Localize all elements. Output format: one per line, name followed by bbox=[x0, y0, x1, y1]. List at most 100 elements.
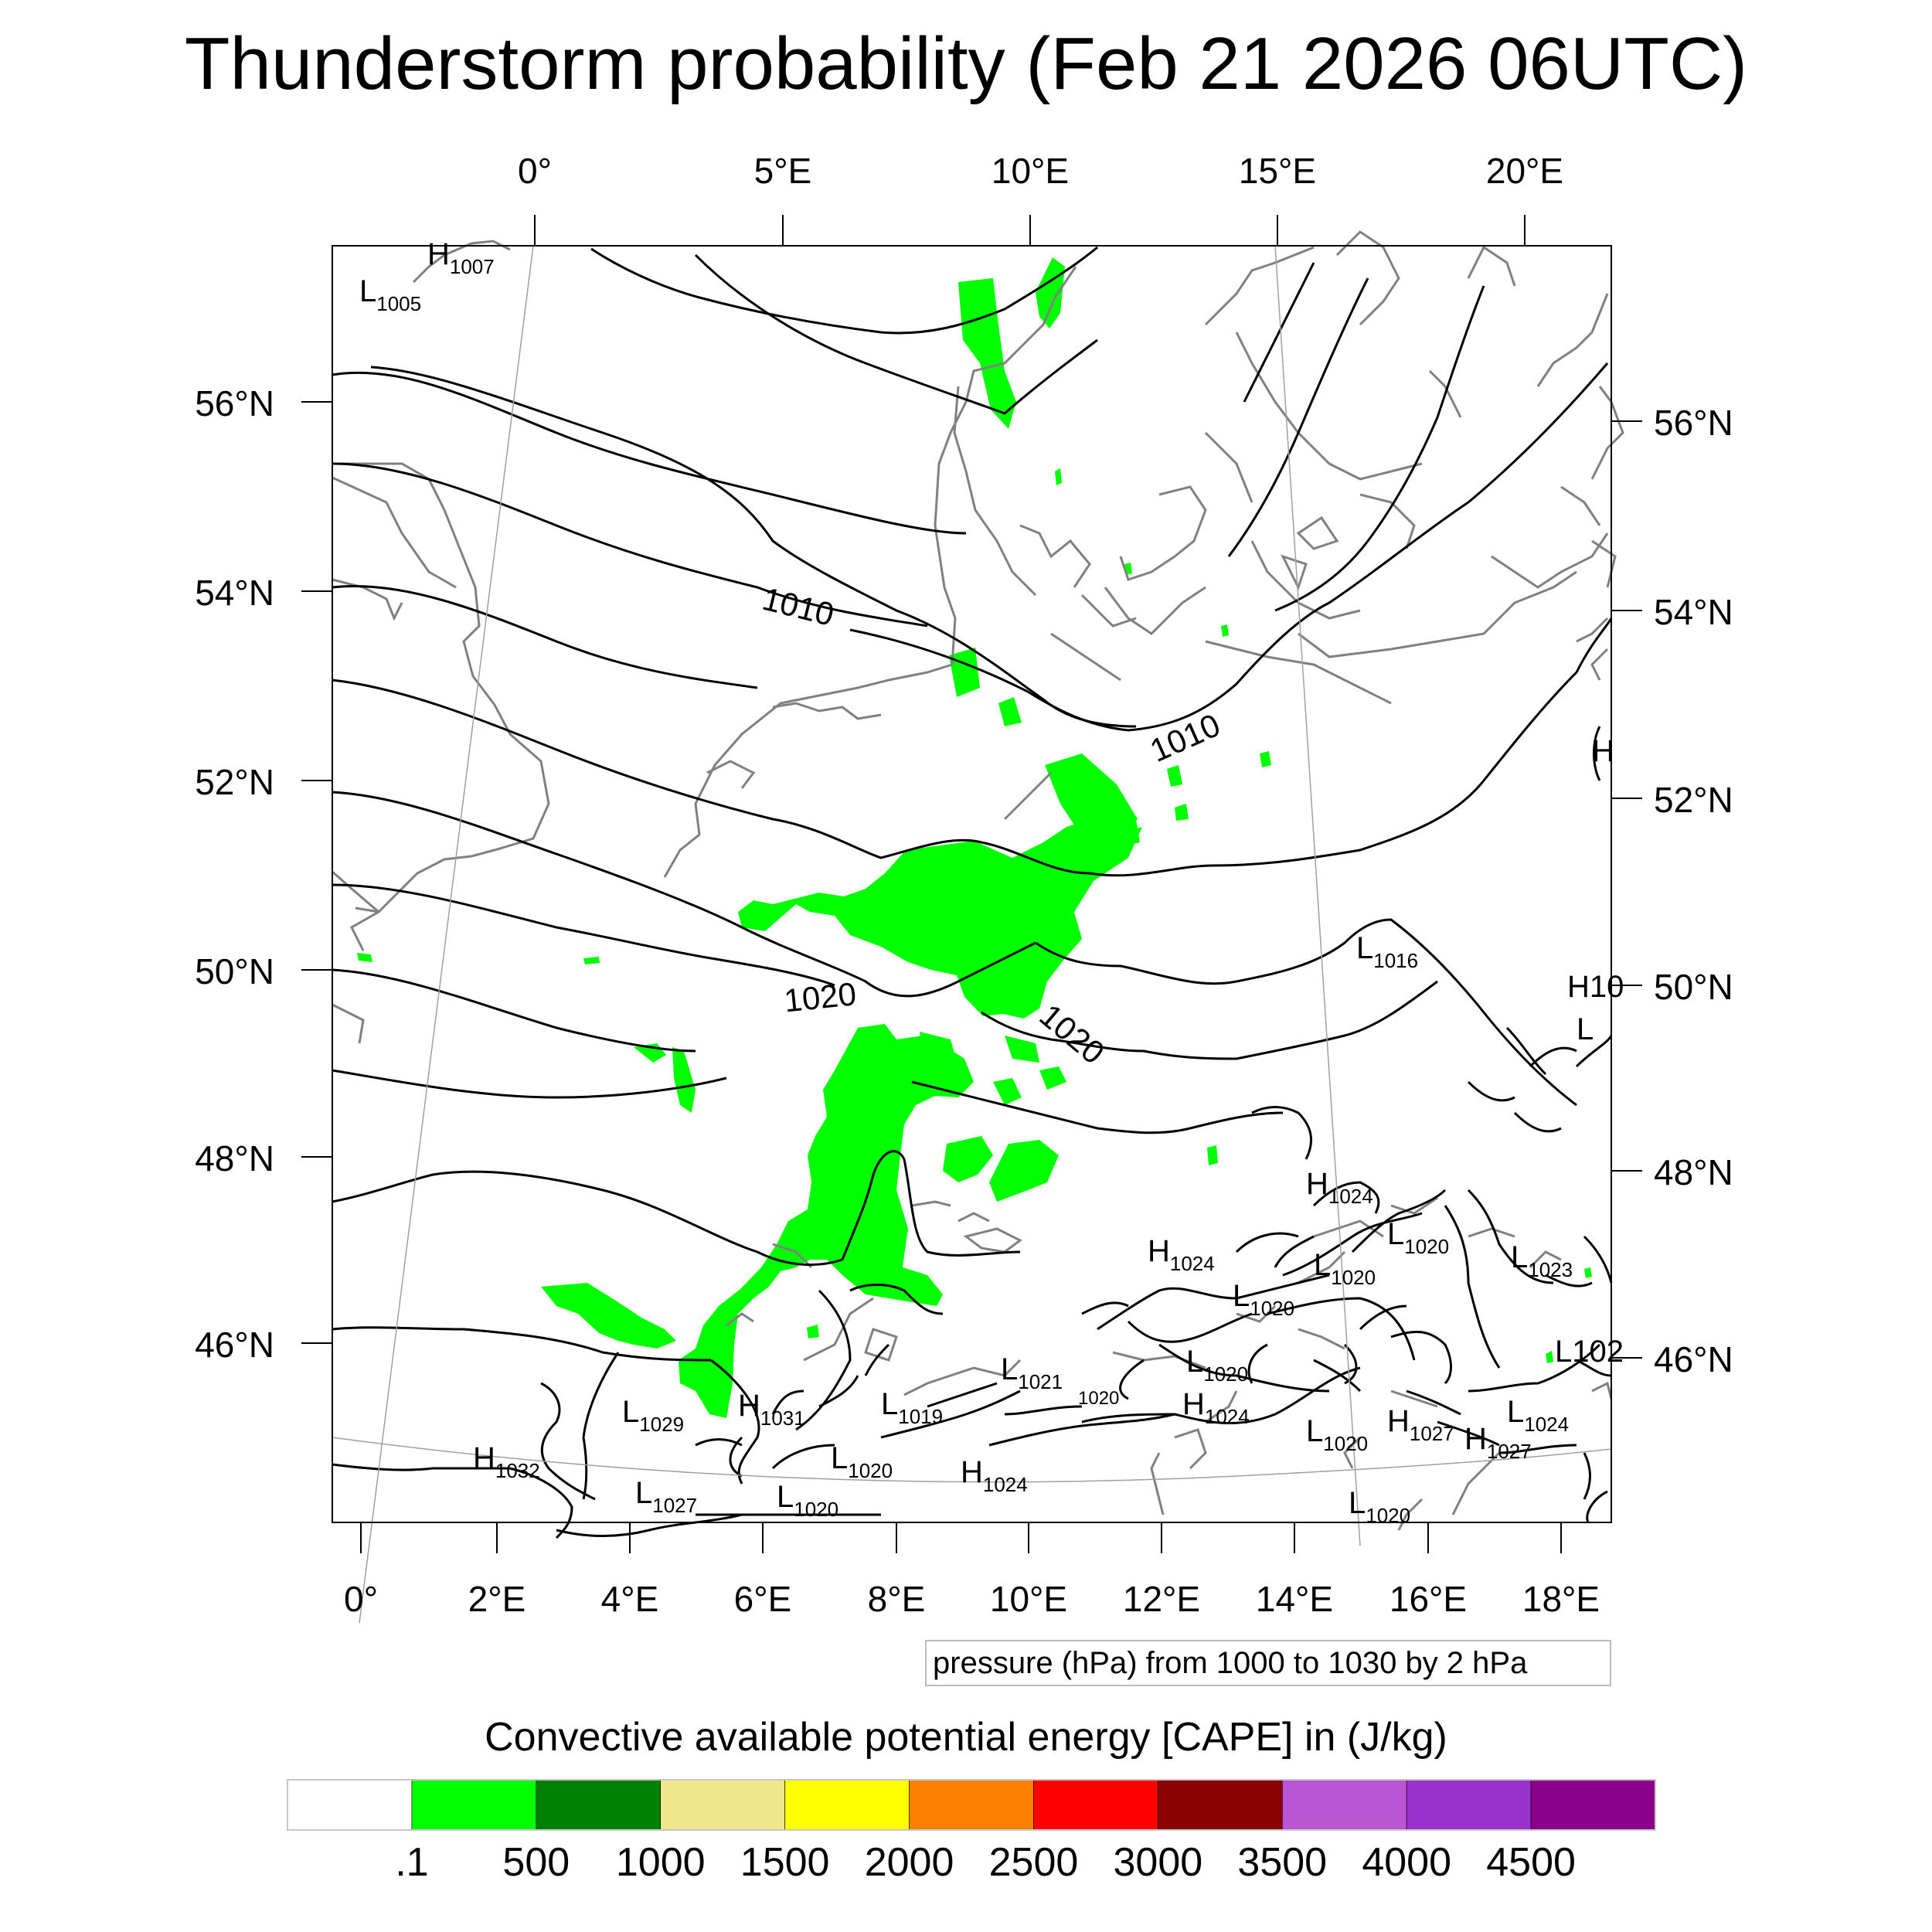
pressure-center: H1024 bbox=[1148, 1234, 1215, 1275]
pressure-center: H1027 bbox=[1387, 1404, 1454, 1445]
pressure-centers: H1007 L1005 L1016 H1024 H1024 L1020 L102… bbox=[359, 237, 1624, 1527]
map-title: Thunderstorm probability (Feb 21 2026 06… bbox=[184, 22, 1748, 105]
pressure-center: L1021 bbox=[1001, 1352, 1063, 1393]
colorbar-swatch bbox=[411, 1779, 537, 1831]
colorbar-label: 3500 bbox=[1237, 1840, 1328, 1885]
colorbar-swatch bbox=[1406, 1779, 1532, 1831]
colorbar-label: 2500 bbox=[988, 1840, 1079, 1885]
colorbar-swatch bbox=[536, 1779, 662, 1831]
pressure-center: L1019 bbox=[881, 1387, 943, 1428]
right-lat-label: 56°N bbox=[1654, 403, 1733, 443]
colorbar-label: 4000 bbox=[1362, 1840, 1452, 1885]
colorbar-swatch bbox=[660, 1779, 785, 1831]
isobar-label: 1020 bbox=[782, 975, 858, 1019]
pressure-center: L1020 bbox=[1233, 1279, 1294, 1320]
top-lon-label: 5°E bbox=[754, 151, 812, 191]
pressure-center: L1020 bbox=[1387, 1217, 1449, 1258]
colorbar-frame bbox=[287, 1779, 1656, 1831]
left-lat-label: 46°N bbox=[195, 1325, 274, 1365]
pressure-center: L1020 bbox=[1314, 1248, 1376, 1289]
top-lon-label: 0° bbox=[518, 151, 552, 191]
isobar-label: 1020 bbox=[1032, 997, 1111, 1071]
cape-field bbox=[357, 257, 1592, 1418]
left-lat-label: 54°N bbox=[195, 573, 274, 613]
bottom-lon-label: 6°E bbox=[734, 1579, 792, 1619]
top-lon-label: 10°E bbox=[992, 151, 1069, 191]
axis-labels-top: 0° 5°E 10°E 15°E 20°E bbox=[518, 151, 1563, 191]
top-lon-label: 15°E bbox=[1239, 151, 1316, 191]
pressure-center: H1027 bbox=[1464, 1422, 1532, 1463]
pressure-center: H1024 bbox=[1182, 1387, 1250, 1428]
left-lat-label: 52°N bbox=[195, 762, 274, 802]
bottom-lon-label: 18°E bbox=[1522, 1579, 1600, 1619]
left-lat-label: 50°N bbox=[195, 951, 274, 992]
colorbar-swatch bbox=[909, 1779, 1034, 1831]
coastlines bbox=[332, 230, 1624, 1531]
bottom-lon-label: 10°E bbox=[990, 1579, 1067, 1619]
colorbar-swatch bbox=[784, 1779, 910, 1831]
pressure-center: H1032 bbox=[473, 1441, 540, 1482]
bottom-lon-label: 8°E bbox=[868, 1579, 926, 1619]
isobars bbox=[332, 246, 1613, 1539]
bottom-lon-label: 2°E bbox=[468, 1579, 526, 1619]
pressure-center-fragment: 1020 bbox=[1078, 1388, 1119, 1409]
colorbar-label: 2000 bbox=[864, 1840, 954, 1885]
bottom-lon-label: 16°E bbox=[1389, 1579, 1467, 1619]
pressure-center-fragment: L102 bbox=[1555, 1335, 1624, 1369]
pressure-center-fragment: H bbox=[1592, 734, 1614, 768]
pressure-center-fragment: H10 bbox=[1567, 970, 1624, 1004]
pressure-center: L1020 bbox=[831, 1441, 893, 1482]
colorbar-label: 500 bbox=[502, 1840, 570, 1885]
colorbar-swatch bbox=[1530, 1779, 1656, 1831]
right-lat-label: 46°N bbox=[1654, 1339, 1733, 1379]
colorbar-swatch bbox=[1033, 1779, 1158, 1831]
pressure-center: H1007 bbox=[427, 237, 495, 278]
axis-labels-right: 56°N 54°N 52°N 50°N 48°N 46°N bbox=[1654, 403, 1733, 1379]
colorbar-labels: .1 500 1000 1500 2000 2500 3000 3500 4000 4500 bbox=[0, 1839, 1932, 1893]
colorbar-swatch bbox=[287, 1779, 413, 1831]
pressure-center: L1029 bbox=[622, 1395, 684, 1436]
pressure-center: H1024 bbox=[1306, 1167, 1373, 1208]
graticule bbox=[332, 245, 1612, 1624]
axis-labels-left: 56°N 54°N 52°N 50°N 48°N 46°N bbox=[195, 383, 274, 1365]
pressure-center: L1020 bbox=[1186, 1345, 1248, 1386]
right-lat-label: 54°N bbox=[1654, 592, 1733, 632]
isobar-label: 1010 bbox=[1145, 706, 1225, 769]
pressure-center-fragment: L bbox=[1577, 1012, 1594, 1046]
pressure-center: L1024 bbox=[1507, 1395, 1569, 1436]
pressure-center: L1005 bbox=[359, 274, 421, 315]
colorbar-swatch bbox=[1281, 1779, 1407, 1831]
bottom-lon-label: 12°E bbox=[1123, 1579, 1200, 1619]
pressure-center: L1023 bbox=[1511, 1240, 1573, 1281]
right-lat-label: 48°N bbox=[1654, 1152, 1733, 1192]
pressure-center: L1020 bbox=[1349, 1486, 1410, 1527]
pressure-center: H1031 bbox=[738, 1389, 805, 1430]
pressure-center: H1024 bbox=[961, 1455, 1028, 1496]
isobar-label: 1010 bbox=[759, 580, 838, 633]
colorbar-title: Convective available potential energy [C… bbox=[485, 1715, 1447, 1760]
colorbar bbox=[287, 1779, 1656, 1831]
right-lat-label: 52°N bbox=[1654, 780, 1733, 820]
tick-marks bbox=[301, 215, 1642, 1553]
colorbar-label: 1500 bbox=[740, 1840, 830, 1885]
bottom-lon-label: 4°E bbox=[601, 1579, 659, 1619]
contour-info-box: pressure (hPa) from 1000 to 1030 by 2 hP… bbox=[925, 1640, 1611, 1686]
plot-frame bbox=[332, 245, 1612, 1523]
colorbar-swatch bbox=[1158, 1779, 1283, 1831]
right-lat-label: 50°N bbox=[1654, 967, 1733, 1007]
bottom-lon-label: 0° bbox=[344, 1579, 378, 1619]
axis-labels-bottom: 0° 2°E 4°E 6°E 8°E 10°E 12°E 14°E 16°E 1… bbox=[344, 1579, 1600, 1619]
colorbar-label: 4500 bbox=[1486, 1840, 1576, 1885]
left-lat-label: 56°N bbox=[195, 383, 274, 423]
colorbar-label: 1000 bbox=[615, 1840, 706, 1885]
pressure-center: L1027 bbox=[635, 1476, 697, 1517]
pressure-center: L1020 bbox=[777, 1480, 838, 1521]
colorbar-label: 3000 bbox=[1113, 1840, 1203, 1885]
pressure-center: L1016 bbox=[1356, 931, 1418, 972]
left-lat-label: 48°N bbox=[195, 1138, 274, 1179]
top-lon-label: 20°E bbox=[1486, 151, 1563, 191]
pressure-center: L1020 bbox=[1306, 1414, 1368, 1455]
colorbar-label: .1 bbox=[395, 1840, 429, 1885]
bottom-lon-label: 14°E bbox=[1256, 1579, 1333, 1619]
